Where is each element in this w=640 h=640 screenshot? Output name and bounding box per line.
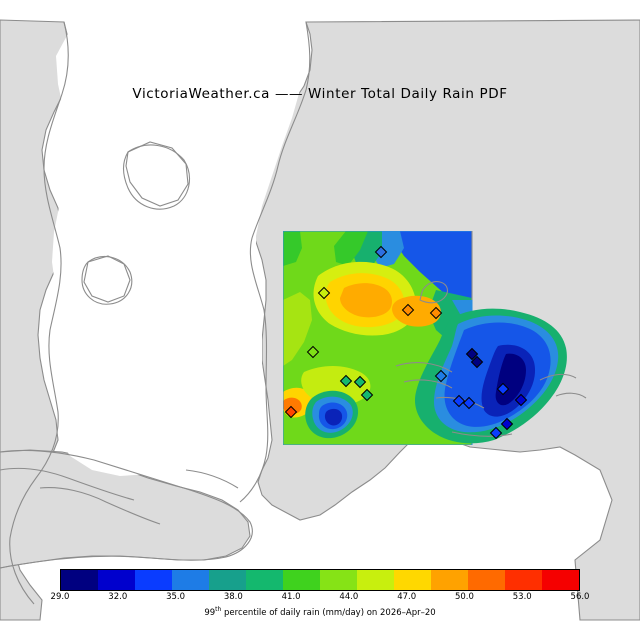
- station-marker: [470, 355, 484, 369]
- colorbar-swatch: [172, 570, 209, 590]
- colorbar-swatch: [283, 570, 320, 590]
- water-channel-central: [224, 32, 306, 500]
- contour-blue-upper: [396, 231, 472, 300]
- station-marker: [353, 375, 367, 389]
- colorbar-swatch: [98, 570, 135, 590]
- station-markers: [284, 245, 528, 440]
- contour-green-upperleft: [283, 231, 302, 266]
- colorbar-swatches: [60, 569, 580, 591]
- station-marker: [284, 405, 298, 419]
- water-polygons: [52, 30, 306, 500]
- station-marker: [434, 369, 448, 383]
- station-marker: [360, 388, 374, 402]
- water-strait-west: [52, 30, 182, 476]
- colorbar-tick: 44.0: [339, 592, 359, 602]
- station-marker: [429, 306, 443, 320]
- colorbar-tick-labels: 29.0 32.0 35.0 38.0 41.0 44.0 47.0 50.0 53.0 56.0: [51, 592, 590, 604]
- station-marker: [489, 426, 503, 440]
- colorbar-swatch: [394, 570, 431, 590]
- coastlines: [0, 21, 311, 605]
- station-marker: [306, 345, 320, 359]
- colorbar-tick: 50.0: [454, 592, 474, 602]
- island-small-a: [125, 141, 189, 207]
- colorbar-tick: 53.0: [512, 592, 532, 602]
- island-small-b: [83, 255, 131, 303]
- colorbar-swatch: [468, 570, 505, 590]
- colorbar-tick: 35.0: [166, 592, 186, 602]
- colorbar-tick: 41.0: [281, 592, 301, 602]
- colorbar-swatch: [320, 570, 357, 590]
- station-marker: [496, 382, 510, 396]
- colorbar-swatch: [542, 570, 579, 590]
- page-title: VictoriaWeather.ca —— Winter Total Daily…: [132, 86, 508, 102]
- contour-green-upper: [334, 231, 368, 266]
- colorbar-swatch: [357, 570, 394, 590]
- colorbar-swatch: [61, 570, 98, 590]
- contour-orange-central: [340, 283, 392, 318]
- colorbar-swatch: [246, 570, 283, 590]
- colorbar-tick: 38.0: [223, 592, 243, 602]
- colorbar-tick: 32.0: [108, 592, 128, 602]
- colorbar-label-prefix: 99: [204, 607, 216, 618]
- colorbar: 29.0 32.0 35.0 38.0 41.0 44.0 47.0 50.0 53.0 56.0: [51, 569, 589, 602]
- colorbar-swatch: [135, 570, 172, 590]
- colorbar-tick: 47.0: [397, 592, 417, 602]
- colorbar-tick: 56.0: [570, 592, 590, 602]
- station-marker: [514, 393, 528, 407]
- station-marker: [465, 347, 479, 361]
- station-marker: [317, 286, 331, 300]
- colorbar-label-rest: percentile of daily rain (mm/day) on 202…: [221, 607, 436, 618]
- station-marker: [500, 417, 514, 431]
- station-marker: [452, 394, 466, 408]
- contour-orange-east: [392, 295, 441, 327]
- colorbar-label-superscript: th: [215, 606, 222, 613]
- station-marker: [462, 396, 476, 410]
- colorbar-tick: 29.0: [50, 592, 70, 602]
- station-marker: [339, 374, 353, 388]
- colorbar-swatch: [431, 570, 468, 590]
- colorbar-axis-label: 99th percentile of daily rain (mm/day) o…: [0, 606, 640, 618]
- colorbar-swatch: [505, 570, 542, 590]
- contour-lightgreen-west: [283, 292, 312, 366]
- colorbar-swatch: [209, 570, 246, 590]
- rain-contour-field: [283, 231, 473, 445]
- contour-darkblue-bullseye: [324, 408, 343, 426]
- station-marker: [401, 303, 415, 317]
- station-marker: [374, 245, 388, 259]
